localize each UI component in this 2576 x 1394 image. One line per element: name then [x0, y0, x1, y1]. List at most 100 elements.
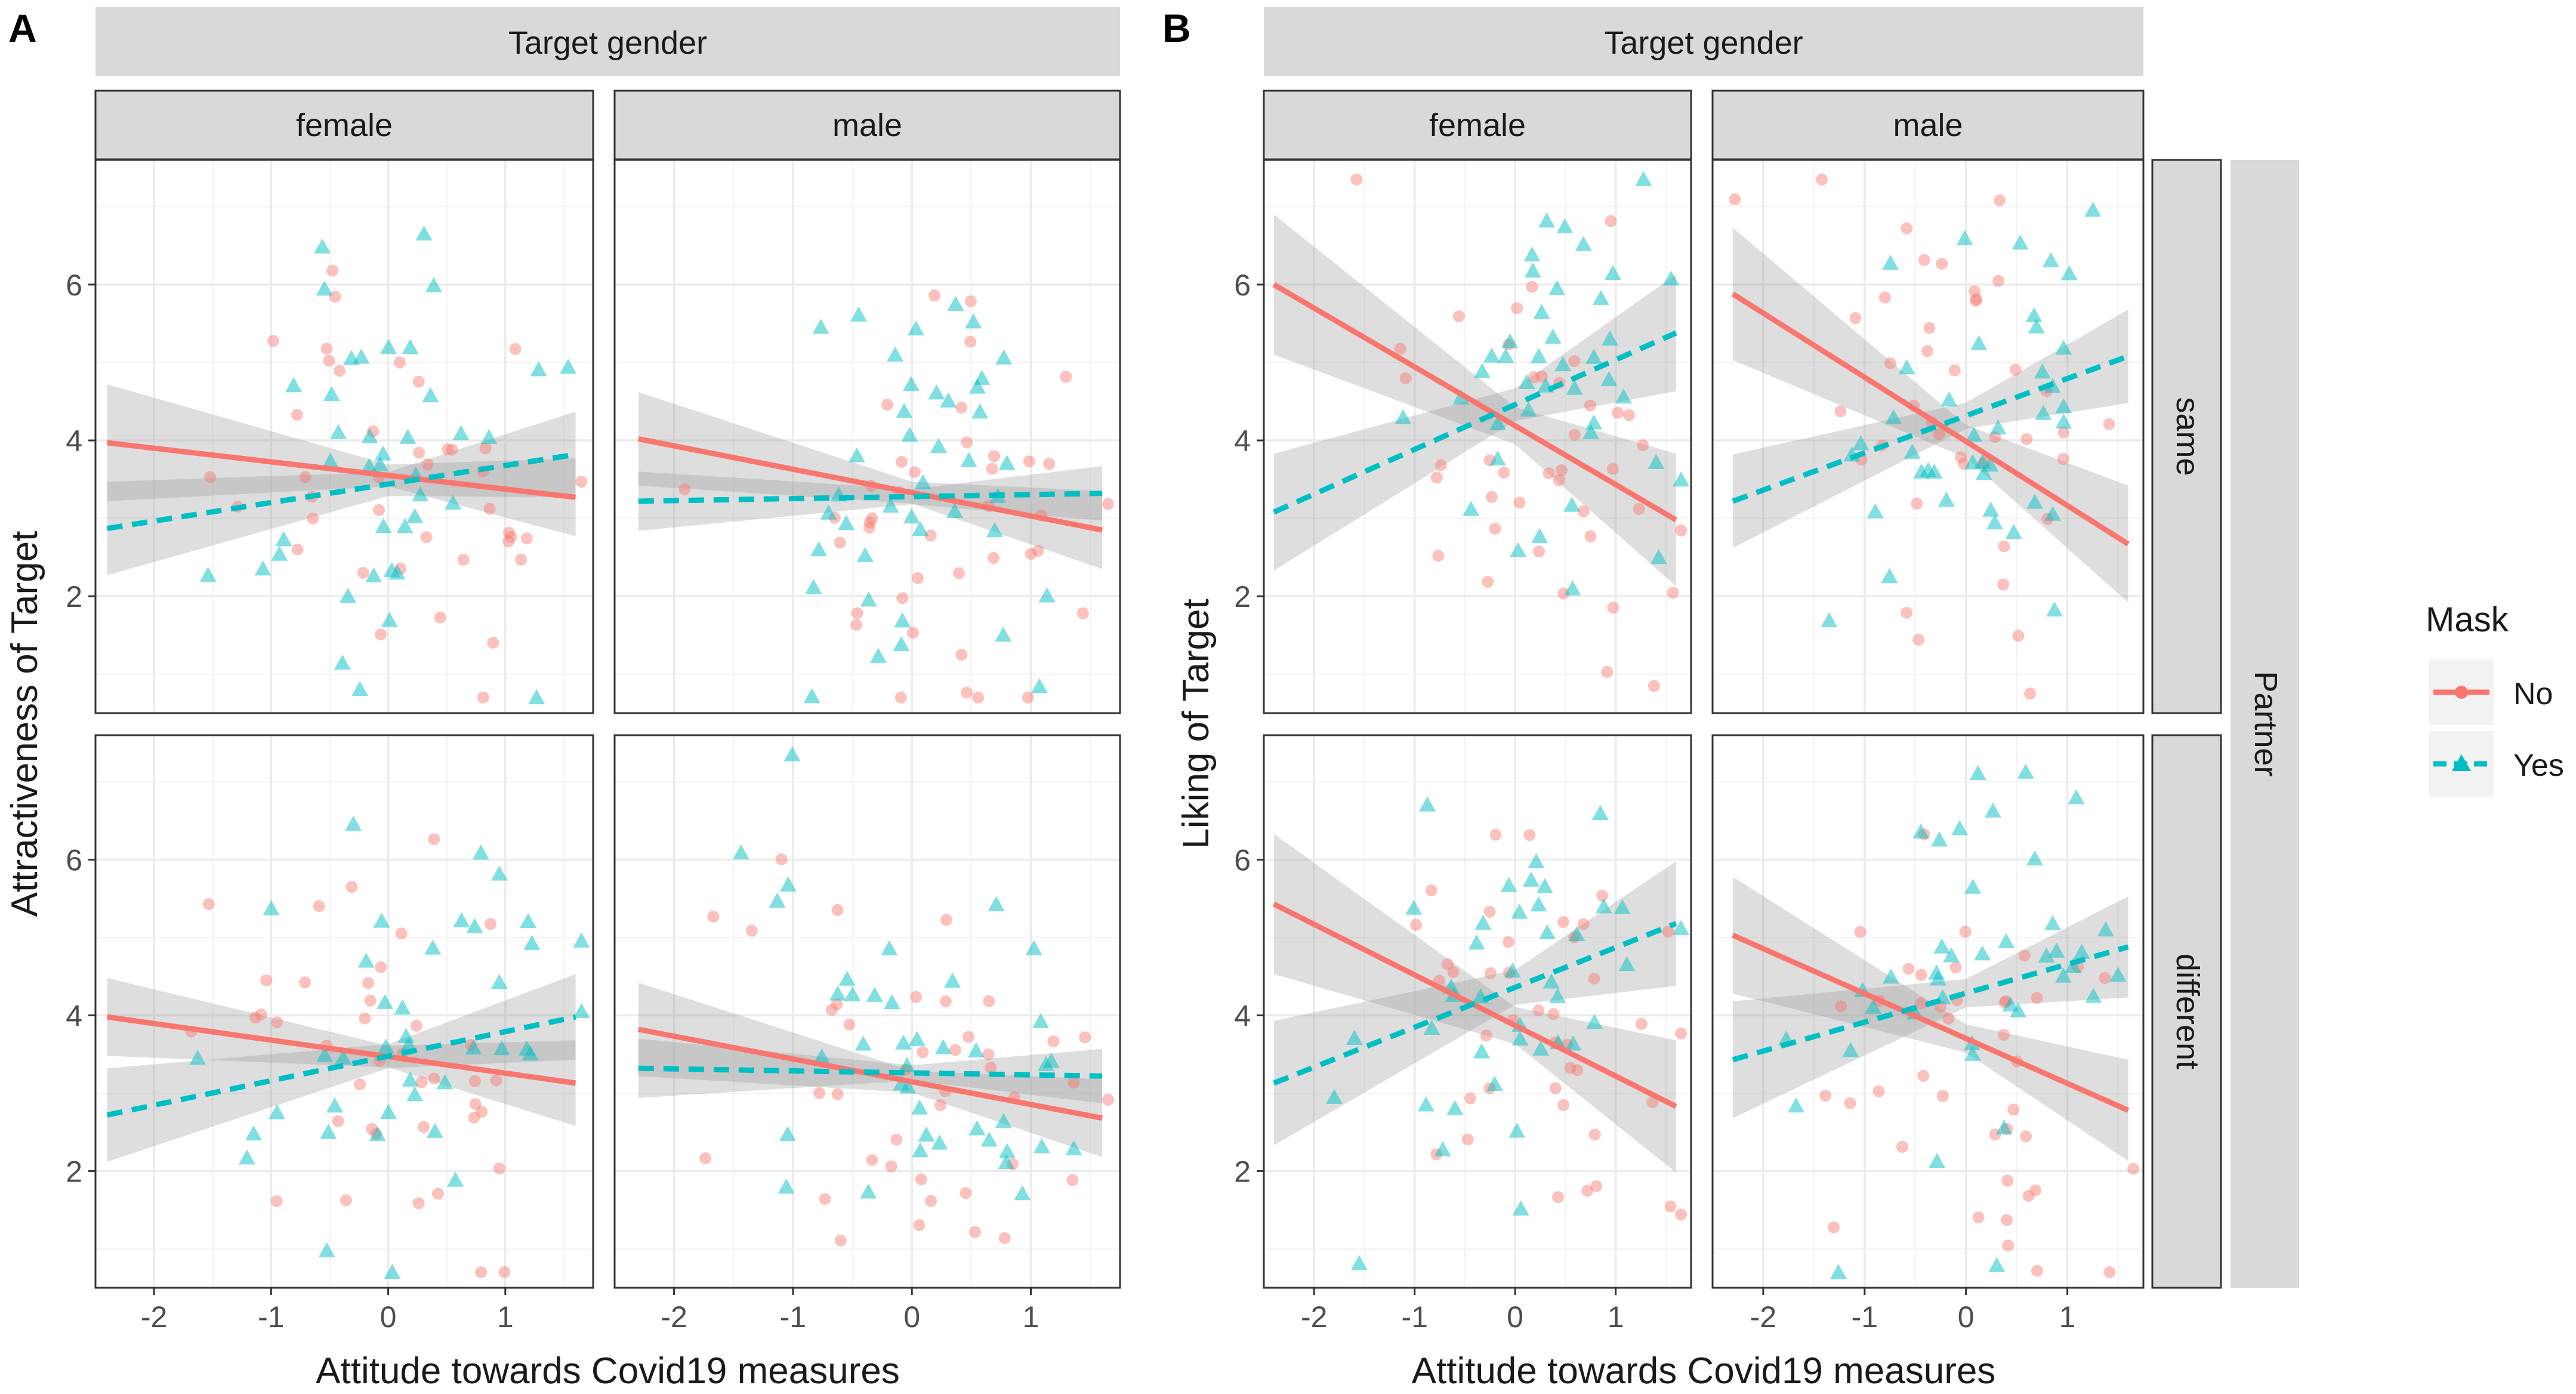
- data-point-yes: [339, 588, 356, 603]
- data-point-yes: [1595, 898, 1612, 914]
- data-point-yes: [1549, 988, 1566, 1004]
- ci-ribbon-no: [1732, 227, 2128, 603]
- x-axis-title: Attitude towards Covid19 measures: [1412, 1350, 1996, 1392]
- data-point-yes: [1395, 409, 1412, 424]
- x-tick-label: 0: [380, 1300, 397, 1334]
- data-point-no: [895, 456, 908, 468]
- data-point-yes: [1417, 1096, 1434, 1112]
- data-point-no: [2031, 992, 2043, 1004]
- data-point-yes: [1998, 933, 2015, 948]
- data-point-no: [745, 924, 758, 937]
- data-point-no: [202, 898, 215, 911]
- data-point-no: [267, 335, 280, 347]
- data-point-yes: [1673, 471, 1690, 487]
- data-point-no: [1485, 491, 1498, 503]
- data-point-yes: [377, 994, 394, 1009]
- data-point-no: [1399, 372, 1412, 384]
- data-point-no: [964, 295, 977, 307]
- data-point-yes: [860, 1183, 877, 1199]
- data-point-yes: [1913, 463, 1930, 479]
- data-point-yes: [883, 994, 900, 1010]
- data-point-yes: [1033, 1138, 1050, 1154]
- data-point-yes: [893, 1075, 910, 1091]
- data-point-no: [2009, 363, 2022, 376]
- data-point-yes: [402, 1071, 419, 1087]
- data-point-no: [1835, 1000, 1847, 1013]
- data-point-no: [1997, 1029, 2010, 1041]
- data-point-yes: [1986, 514, 2003, 530]
- data-point-no: [1606, 462, 1619, 475]
- data-point-no: [983, 995, 995, 1007]
- data-point-no: [490, 1074, 502, 1087]
- data-point-yes: [2005, 523, 2022, 539]
- data-point-no: [1461, 1133, 1474, 1146]
- data-point-no: [1432, 550, 1445, 562]
- data-point-yes: [1989, 419, 2007, 434]
- data-point-yes: [733, 844, 750, 860]
- data-point-no: [1502, 936, 1514, 948]
- x-tick-label: 1: [497, 1300, 514, 1334]
- data-point-no: [1568, 428, 1581, 441]
- data-point-no: [332, 1115, 344, 1127]
- data-point-yes: [988, 896, 1005, 911]
- data-point-no: [1526, 280, 1538, 293]
- data-point-no: [1664, 1200, 1677, 1213]
- data-point-yes: [1556, 218, 1574, 233]
- data-point-yes: [2042, 252, 2059, 268]
- data-point-yes: [1885, 409, 1902, 424]
- data-point-no: [1022, 691, 1034, 704]
- regression-line-no: [1732, 933, 2130, 1113]
- data-point-yes: [2028, 318, 2045, 334]
- data-point-yes: [285, 377, 303, 393]
- data-point-no: [249, 1011, 262, 1024]
- data-point-no: [2007, 1103, 2020, 1116]
- data-point-no: [955, 649, 968, 661]
- data-point-no: [1557, 916, 1569, 929]
- x-tick-label: 0: [903, 1300, 920, 1334]
- data-point-no: [2057, 426, 2070, 439]
- data-point-no: [1896, 1140, 1908, 1153]
- data-point-no: [863, 516, 876, 529]
- data-point-yes: [901, 426, 918, 442]
- data-point-no: [1828, 1221, 1840, 1233]
- data-point-yes: [2025, 307, 2043, 323]
- data-point-yes: [805, 579, 822, 594]
- data-point-yes: [1548, 280, 1566, 295]
- data-point-yes: [374, 445, 391, 461]
- data-point-no: [1076, 607, 1089, 619]
- data-point-no: [1675, 525, 1687, 537]
- data-point-yes: [375, 518, 392, 533]
- data-point-yes: [1473, 1043, 1490, 1059]
- data-point-no: [1480, 1029, 1492, 1042]
- data-point-yes: [1512, 1200, 1529, 1216]
- data-point-yes: [384, 1263, 401, 1279]
- data-point-no: [204, 471, 217, 483]
- regression-line-no: [637, 436, 1103, 533]
- y-tick-label: 2: [1234, 580, 1251, 613]
- data-point-yes: [365, 567, 382, 582]
- data-point-no: [1923, 322, 1936, 334]
- data-point-yes: [1575, 236, 1592, 251]
- data-point-no: [939, 995, 952, 1007]
- data-point-no: [483, 502, 496, 515]
- data-point-yes: [369, 1126, 386, 1142]
- data-point-no: [1547, 1008, 1560, 1020]
- data-point-no: [1968, 285, 1980, 298]
- legend-title: Mask: [2426, 600, 2509, 639]
- data-point-yes: [380, 1103, 397, 1119]
- data-point-yes: [1650, 549, 1667, 565]
- data-point-yes: [1842, 1042, 1859, 1057]
- data-point-no: [1834, 405, 1847, 418]
- data-point-yes: [1956, 230, 1973, 245]
- data-point-no: [2029, 1184, 2042, 1196]
- data-point-no: [2022, 1189, 2035, 1202]
- facet-border: [1263, 734, 1692, 1289]
- data-point-no: [502, 526, 515, 539]
- data-point-no: [972, 691, 985, 704]
- data-point-yes: [849, 447, 865, 462]
- data-point-no: [1648, 680, 1660, 692]
- data-point-no: [375, 961, 387, 973]
- data-point-yes: [1593, 289, 1610, 306]
- y-tick-label: 4: [66, 1000, 82, 1033]
- legend-label-no: No: [2513, 677, 2553, 711]
